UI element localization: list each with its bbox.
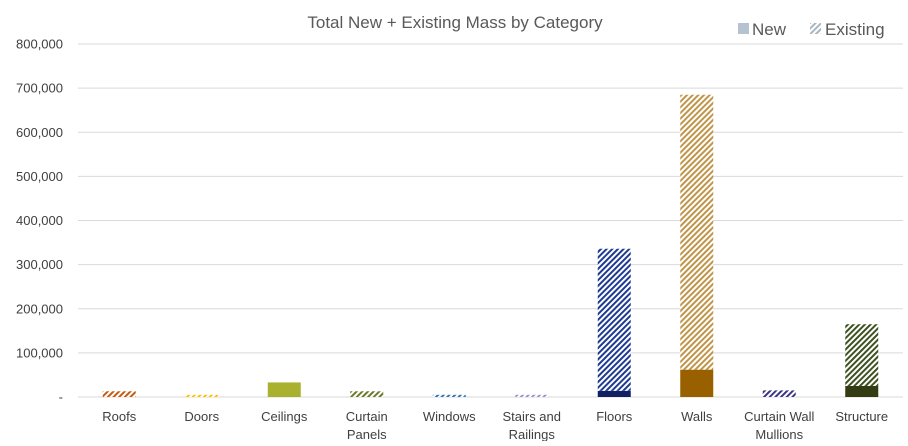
y-tick-label: 800,000 (16, 37, 63, 52)
bar-new-floors (597, 390, 631, 397)
x-tick-label: Ceilings (261, 409, 308, 424)
x-tick-label: Curtain Wall (744, 409, 814, 424)
bar-existing-roofs (102, 391, 136, 397)
y-tick-label: 400,000 (16, 213, 63, 228)
bar-existing-doors (185, 394, 219, 397)
y-tick-label: 100,000 (16, 345, 63, 360)
y-tick-label: 700,000 (16, 81, 63, 96)
y-tick-label: - (59, 390, 63, 405)
legend-swatch-new (738, 23, 749, 34)
y-tick-label: 300,000 (16, 257, 63, 272)
x-tick-label: Windows (423, 409, 476, 424)
bar-new-walls (680, 369, 714, 397)
bar-existing-stairs-and-railings (515, 394, 549, 397)
legend-label-new: New (752, 20, 787, 39)
bar-existing-curtain-panels (350, 391, 384, 397)
bar-new-structure (845, 385, 879, 397)
y-tick-label: 500,000 (16, 169, 63, 184)
legend-swatch-existing (810, 23, 821, 34)
bar-existing-windows (432, 394, 466, 397)
x-tick-label: Curtain (346, 409, 388, 424)
y-tick-label: 600,000 (16, 125, 63, 140)
x-tick-label: Structure (835, 409, 888, 424)
x-tick-label: Floors (596, 409, 633, 424)
bar-existing-walls (680, 94, 714, 370)
x-tick-label: Railings (509, 427, 556, 441)
x-tick-label: Doors (184, 409, 219, 424)
x-tick-label: Stairs and (502, 409, 561, 424)
x-tick-label: Mullions (755, 427, 803, 441)
x-tick-label: Panels (347, 427, 387, 441)
legend-label-existing: Existing (825, 20, 885, 39)
bar-existing-structure (845, 324, 879, 386)
y-tick-label: 200,000 (16, 301, 63, 316)
bar-existing-curtain-wall-mullions (762, 390, 796, 397)
chart-title: Total New + Existing Mass by Category (307, 13, 603, 32)
bar-existing-floors (597, 248, 631, 391)
x-tick-label: Roofs (102, 409, 136, 424)
bar-new-ceilings (267, 382, 301, 397)
x-tick-label: Walls (681, 409, 713, 424)
